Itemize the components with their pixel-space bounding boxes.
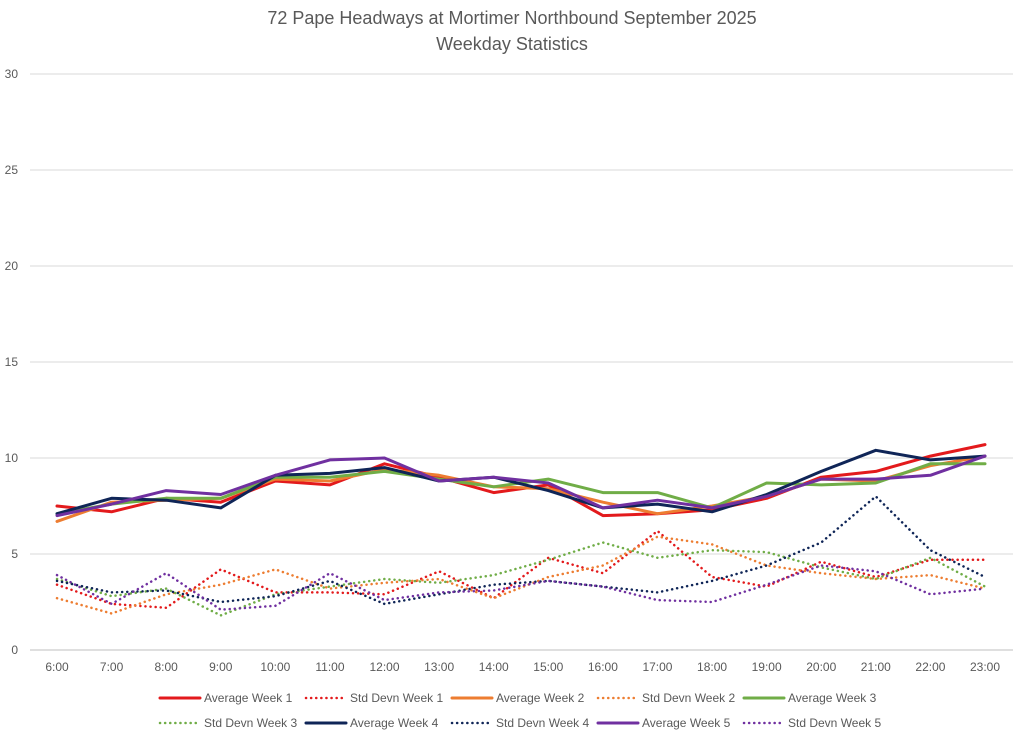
y-tick-label: 15 xyxy=(5,355,19,369)
x-tick-label: 14:00 xyxy=(479,660,509,674)
x-tick-label: 22:00 xyxy=(915,660,945,674)
x-tick-label: 21:00 xyxy=(861,660,891,674)
series-line-2 xyxy=(55,529,987,610)
y-tick-label: 30 xyxy=(5,67,19,81)
x-tick-label: 18:00 xyxy=(697,660,727,674)
legend-label: Average Week 3 xyxy=(788,691,877,705)
x-tick-label: 8:00 xyxy=(154,660,178,674)
legend-label: Average Week 2 xyxy=(496,691,585,705)
gridlines xyxy=(30,73,1013,651)
legend-label: Std Devn Week 4 xyxy=(496,716,589,730)
x-tick-label: 15:00 xyxy=(533,660,563,674)
chart-subtitle: Weekday Statistics xyxy=(436,34,588,54)
x-tick-label: 10:00 xyxy=(260,660,290,674)
legend-label: Average Week 1 xyxy=(204,691,293,705)
y-tick-label: 20 xyxy=(5,259,19,273)
x-tick-label: 7:00 xyxy=(100,660,124,674)
x-tick-label: 11:00 xyxy=(315,660,344,674)
x-tick-label: 23:00 xyxy=(970,660,1000,674)
series-lines xyxy=(55,443,987,617)
legend-label: Average Week 4 xyxy=(350,716,439,730)
x-tick-label: 20:00 xyxy=(806,660,836,674)
y-tick-label: 10 xyxy=(5,451,19,465)
legend-label: Std Devn Week 3 xyxy=(204,716,297,730)
series-line-8 xyxy=(55,495,987,606)
y-axis-tick-labels: 0 5 10 15 20 25 30 xyxy=(5,67,19,657)
legend: Average Week 1 Std Devn Week 1 Average Wee… xyxy=(158,691,881,730)
x-tick-label: 17:00 xyxy=(642,660,672,674)
x-tick-label: 16:00 xyxy=(588,660,618,674)
legend-label: Std Devn Week 5 xyxy=(788,716,881,730)
series-line-9 xyxy=(55,454,987,518)
y-tick-label: 0 xyxy=(11,643,18,657)
series-line-6 xyxy=(55,541,987,617)
x-tick-label: 13:00 xyxy=(424,660,454,674)
y-tick-label: 5 xyxy=(11,547,18,561)
x-axis-tick-labels: 6:00 7:00 8:00 9:00 10:00 11:00 12:00 13:00 14:0… xyxy=(45,660,1000,674)
series-line-3 xyxy=(55,454,987,523)
x-tick-label: 6:00 xyxy=(45,660,69,674)
x-tick-label: 12:00 xyxy=(370,660,400,674)
y-tick-label: 25 xyxy=(5,163,19,177)
legend-label: Std Devn Week 2 xyxy=(642,691,735,705)
series-line-4 xyxy=(55,535,987,615)
legend-label: Average Week 5 xyxy=(642,716,731,730)
x-tick-label: 19:00 xyxy=(752,660,782,674)
chart-title: 72 Pape Headways at Mortimer Northbound … xyxy=(267,8,756,28)
legend-label: Std Devn Week 1 xyxy=(350,691,443,705)
series-line-7 xyxy=(55,448,987,516)
series-line-10 xyxy=(55,564,987,611)
x-tick-label: 9:00 xyxy=(209,660,233,674)
